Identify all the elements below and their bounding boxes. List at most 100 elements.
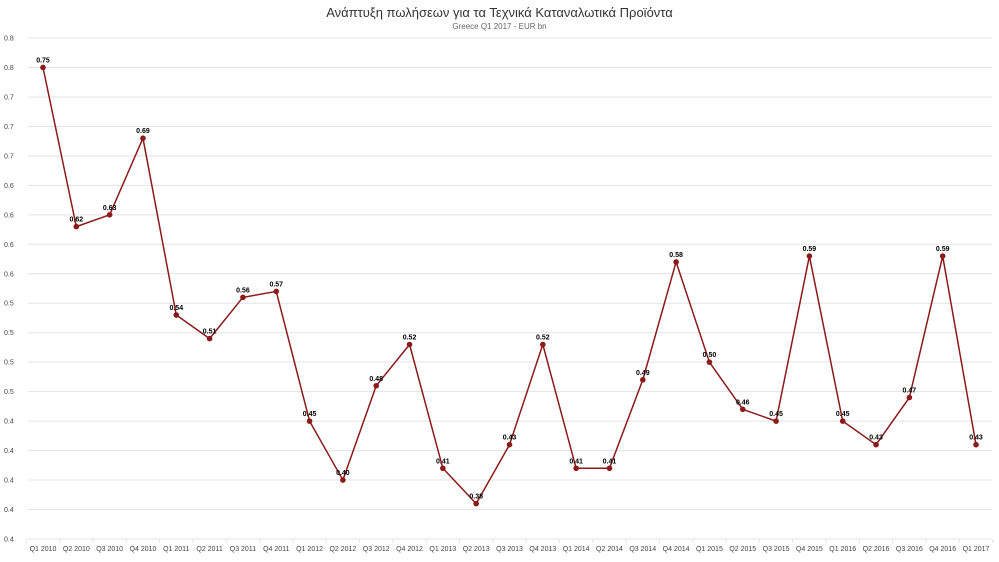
data-label: 0.58 [669,252,683,259]
x-tick-label: Q3 2011 [230,546,256,553]
y-tick-label: 0.7 [4,124,14,131]
data-point [506,441,513,448]
data-point [773,418,779,424]
y-tick-label: 0.5 [4,330,14,337]
data-point [173,312,180,318]
data-point [939,253,946,259]
data-point [540,341,546,348]
y-tick-label: 0.8 [4,65,14,72]
data-point [106,212,113,218]
data-label: 0.52 [403,334,417,341]
data-point [473,500,479,507]
x-tick-label: Q4 2011 [263,546,289,553]
x-tick-label: Q3 2014 [629,546,656,553]
x-tick-label: Q1 2017 [963,546,990,553]
data-point [973,441,979,448]
data-point [273,288,280,295]
x-tick-label: Q3 2012 [363,546,390,553]
data-label: 0.43 [969,435,983,442]
x-tick-label: Q2 2014 [596,546,623,553]
y-tick-label: 0.8 [4,36,14,43]
gridlines [28,37,992,540]
y-tick-label: 0.5 [4,389,14,396]
x-tick-label: Q1 2010 [30,546,57,553]
x-tick-label: Q1 2011 [163,546,189,553]
x-tick-label: Q4 2016 [929,546,956,553]
data-label: 0.49 [636,370,650,377]
data-point [206,335,213,342]
data-label: 0.59 [936,246,950,253]
data-point [440,465,446,472]
y-tick-label: 0.7 [4,153,14,160]
x-tick-label: Q1 2016 [829,546,856,553]
data-label: 0.41 [569,458,583,465]
data-point [406,341,413,348]
x-tick-label: Q1 2014 [563,546,590,553]
data-label: 0.50 [703,352,717,359]
data-label: 0.52 [536,334,550,341]
data-label: 0.63 [103,205,117,212]
chart-subtitle: Greece Q1 2017 - EUR bn [452,22,547,31]
chart-title: Ανάπτυξη πωλήσεων για τα Τεχνικά Καταναλ… [326,5,673,20]
data-label: 0.47 [903,388,917,395]
y-tick-label: 0.4 [4,419,14,426]
data-label: 0.69 [136,128,150,135]
x-tick-label: Q3 2016 [896,546,923,553]
data-point [340,477,346,483]
y-tick-label: 0.4 [4,448,14,455]
data-point [739,406,746,413]
x-tick-label: Q1 2015 [696,546,723,553]
data-labels: 0.75 0.62 0.63 0.69 0.54 0.51 0.56 0.57 0.45 0.40… [36,57,983,500]
data-point [606,465,613,472]
data-point [906,394,913,401]
data-label: 0.45 [836,411,850,418]
y-tick-label: 0.6 [4,183,14,190]
data-point [673,259,679,265]
y-tick-label: 0.5 [4,301,14,308]
data-label: 0.48 [369,376,383,383]
data-point [140,135,146,141]
data-point [839,418,846,424]
x-tick-label: Q4 2014 [663,546,690,553]
data-label: 0.38 [469,494,483,501]
x-tick-label: Q4 2012 [396,546,423,553]
y-tick-label: 0.6 [4,271,14,278]
x-tick-label: Q3 2015 [763,546,790,553]
x-tick-label: Q2 2013 [463,546,490,553]
data-label: 0.56 [236,287,250,294]
data-point [873,441,879,448]
x-tick-label: Q1 2013 [429,546,456,553]
y-tick-label: 0.5 [4,360,14,367]
data-point [306,418,313,424]
data-label: 0.45 [303,411,317,418]
y-tick-label: 0.4 [4,507,14,514]
y-axis-ticks: 0.4 0.4 0.4 0.4 0.4 0.5 0.5 0.5 0.5 0.6 0.6 0.6 0.6 0… [4,36,14,544]
data-label: 0.57 [269,281,283,288]
y-tick-label: 0.6 [4,242,14,249]
data-label: 0.46 [736,399,750,406]
x-tick-label: Q2 2016 [863,546,890,553]
y-tick-label: 0.7 [4,94,14,101]
x-tick-label: Q2 2012 [329,546,356,553]
data-label: 0.51 [203,329,217,336]
data-point [73,223,80,230]
y-tick-label: 0.4 [4,478,14,485]
data-label: 0.40 [336,470,350,477]
data-label: 0.41 [603,458,617,465]
data-label: 0.45 [769,411,783,418]
x-tick-label: Q3 2013 [496,546,523,553]
x-tick-label: Q2 2011 [196,546,222,553]
data-point [806,253,813,259]
data-point [706,359,713,365]
data-label: 0.75 [36,57,50,64]
x-axis-ticks: Q1 2010 Q2 2010 Q3 2010 Q4 2010 Q1 2011 Q2 20… [25,539,994,553]
x-tick-label: Q1 2012 [296,546,323,553]
x-tick-label: Q4 2010 [130,546,157,553]
x-tick-label: Q3 2010 [96,546,123,553]
x-tick-label: Q2 2015 [729,546,756,553]
x-tick-label: Q4 2015 [796,546,823,553]
data-point [573,465,579,472]
data-point [639,377,646,383]
